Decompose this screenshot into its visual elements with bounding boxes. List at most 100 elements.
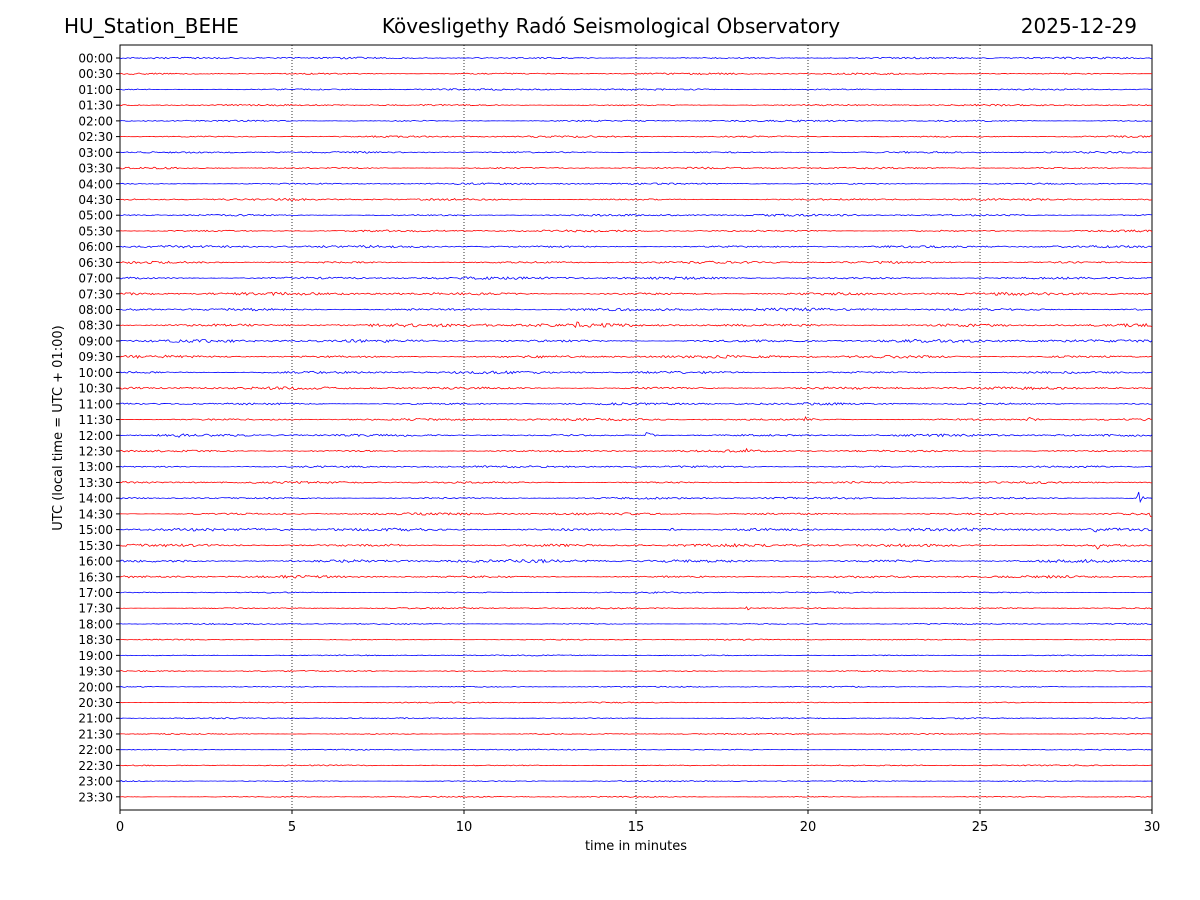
- trace-0830: [119, 321, 1153, 329]
- trace-1300: [119, 465, 1153, 469]
- x-axis-ticks: 0 5 10 15 20 25 30: [116, 810, 1160, 835]
- trace-1100: [119, 402, 1153, 406]
- y-tick-label: 01:30: [78, 99, 113, 113]
- trace-1600: [119, 558, 1153, 564]
- y-tick-label: 15:30: [78, 539, 113, 553]
- station-label: HU_Station_BEHE: [64, 14, 239, 38]
- trace-0130: [120, 103, 1153, 107]
- date-label: 2025-12-29: [1020, 14, 1137, 38]
- trace-0800: [119, 307, 1153, 312]
- y-tick-label: 05:30: [78, 224, 113, 238]
- y-tick-label: 16:00: [78, 555, 113, 569]
- trace-1830: [119, 638, 1153, 641]
- trace-1000: [119, 370, 1153, 375]
- y-tick-label: 04:30: [78, 193, 113, 207]
- trace-0100: [119, 88, 1153, 91]
- y-tick-label: 15:00: [78, 523, 113, 537]
- trace-1900: [119, 654, 1153, 657]
- trace-2200: [119, 748, 1153, 751]
- trace-0330: [119, 166, 1153, 170]
- y-tick-label: 00:00: [78, 52, 113, 66]
- y-tick-label: 01:00: [78, 83, 113, 97]
- trace-1200: [119, 432, 1153, 438]
- y-tick-label: 02:30: [78, 130, 113, 144]
- y-tick-label: 09:30: [78, 350, 113, 364]
- y-tick-label: 22:30: [78, 759, 113, 773]
- y-tick-label: 17:00: [78, 586, 113, 600]
- trace-0230: [119, 135, 1153, 139]
- y-tick-label: 18:00: [78, 617, 113, 631]
- trace-0200: [119, 119, 1153, 123]
- trace-1930: [119, 670, 1153, 673]
- trace-1230: [119, 447, 1153, 453]
- trace-2330: [119, 795, 1153, 798]
- y-tick-label: 08:00: [78, 303, 113, 317]
- trace-2100: [119, 717, 1153, 720]
- y-tick-label: 21:00: [78, 712, 113, 726]
- y-tick-label: 16:30: [78, 570, 113, 584]
- trace-0300: [119, 150, 1153, 154]
- trace-0900: [119, 339, 1153, 343]
- trace-0500: [119, 213, 1153, 217]
- trace-1500: [119, 527, 1153, 533]
- y-tick-label: 05:00: [78, 209, 113, 223]
- x-axis-label: time in minutes: [585, 839, 687, 854]
- trace-2130: [119, 732, 1153, 736]
- y-tick-label: 19:00: [78, 649, 113, 663]
- trace-0730: [119, 291, 1153, 297]
- x-tick-label: 5: [288, 820, 296, 835]
- y-tick-label: 20:00: [78, 680, 113, 694]
- traces: [119, 56, 1153, 798]
- y-tick-label: 21:30: [78, 727, 113, 741]
- trace-1430: [119, 512, 1153, 518]
- y-tick-label: 14:00: [78, 492, 113, 506]
- y-tick-label: 03:00: [78, 146, 113, 160]
- trace-0630: [119, 260, 1153, 265]
- trace-2300: [119, 780, 1153, 783]
- y-axis-label: UTC (local time = UTC + 01:00): [51, 325, 66, 530]
- y-tick-label: 02:00: [78, 114, 113, 128]
- y-tick-label: 22:00: [78, 743, 113, 757]
- x-tick-label: 15: [628, 820, 645, 835]
- trace-0430: [119, 197, 1153, 201]
- y-tick-label: 14:30: [78, 507, 113, 521]
- trace-1030: [119, 386, 1153, 391]
- y-tick-label: 06:00: [78, 240, 113, 254]
- trace-0930: [119, 354, 1153, 359]
- y-tick-label: 00:30: [78, 67, 113, 81]
- page-title: Kövesligethy Radó Seismological Observat…: [381, 14, 841, 38]
- trace-2230: [120, 764, 1153, 767]
- y-tick-label: 20:30: [78, 696, 113, 710]
- y-tick-label: 13:30: [78, 476, 113, 490]
- y-tick-label: 12:00: [78, 429, 113, 443]
- y-tick-label: 23:00: [78, 775, 113, 789]
- trace-1530: [120, 543, 1153, 550]
- y-tick-label: 07:30: [78, 287, 113, 301]
- y-tick-label: 11:30: [78, 413, 113, 427]
- trace-1800: [119, 622, 1153, 626]
- x-tick-label: 0: [116, 820, 124, 835]
- y-tick-label: 08:30: [78, 319, 113, 333]
- x-tick-label: 30: [1144, 820, 1161, 835]
- y-tick-label: 12:30: [78, 445, 113, 459]
- trace-0700: [119, 276, 1153, 280]
- y-tick-label: 10:00: [78, 366, 113, 380]
- trace-2000: [119, 685, 1153, 688]
- y-tick-label: 06:30: [78, 256, 113, 270]
- y-tick-label: 09:00: [78, 334, 113, 348]
- trace-1630: [119, 574, 1153, 579]
- y-tick-label: 04:00: [78, 177, 113, 191]
- trace-0000: [119, 56, 1153, 60]
- y-tick-label: 23:30: [78, 790, 113, 804]
- trace-0030: [119, 72, 1153, 76]
- x-tick-label: 20: [800, 820, 817, 835]
- x-tick-label: 25: [972, 820, 989, 835]
- trace-1330: [119, 480, 1153, 484]
- y-tick-label: 13:00: [78, 460, 113, 474]
- y-tick-label: 17:30: [78, 602, 113, 616]
- trace-1700: [119, 591, 1153, 594]
- y-tick-label: 11:00: [78, 397, 113, 411]
- trace-0530: [119, 229, 1153, 233]
